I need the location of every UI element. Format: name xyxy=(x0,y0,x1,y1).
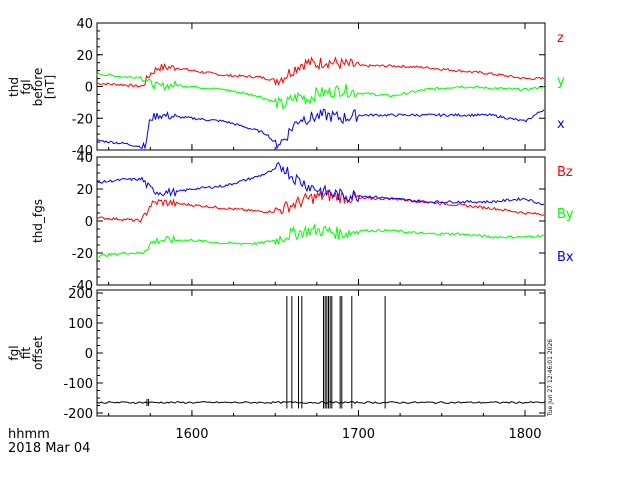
timestamp-label: Tue Jun 27 12:46:01 2026 xyxy=(547,339,554,417)
panel-1-ytick-label: -40 xyxy=(72,144,93,159)
panel-3-frame xyxy=(96,289,546,417)
panel-1-ylabel: before xyxy=(31,68,45,107)
legend-y: y xyxy=(557,74,565,89)
panel-3-ytick-label: -200 xyxy=(63,407,93,422)
legend-by: By xyxy=(557,207,574,222)
series-x-line xyxy=(96,108,545,150)
panel-3-ytick-label: -100 xyxy=(63,377,93,392)
panel-1-ytick-label: 20 xyxy=(76,49,93,64)
panel-1-ylabel: fgl xyxy=(19,79,33,94)
panel-2-ytick-label: 0 xyxy=(85,215,93,230)
series-by-line xyxy=(96,223,545,258)
footer-date: 2018 Mar 04 xyxy=(8,441,90,456)
panel-1-ylabel: thd xyxy=(7,77,21,97)
xtick-label: 1600 xyxy=(175,427,208,442)
series-bx-line xyxy=(96,161,545,205)
legend-z: z xyxy=(557,31,564,46)
panel-2-ytick-label: -20 xyxy=(72,247,93,262)
panel-2-ytick-label: 20 xyxy=(76,183,93,198)
panel-3-ytick-label: 200 xyxy=(68,287,93,302)
legend-x: x xyxy=(557,117,565,132)
panel-1-ytick-label: 0 xyxy=(85,81,93,96)
panel-2-frame xyxy=(96,156,546,286)
series-z-line xyxy=(97,56,545,88)
offset-baseline-line xyxy=(96,401,546,404)
panel-3-ytick-label: 0 xyxy=(85,347,93,362)
panel-2-ylabel: thd_fgs xyxy=(31,199,45,243)
xtick-label: 1800 xyxy=(508,427,541,442)
panel-2-ytick-label: 40 xyxy=(76,151,93,166)
legend-bz: Bz xyxy=(557,165,573,180)
panel-1-ylabel: [nT] xyxy=(43,75,57,99)
legend-bx: Bx xyxy=(557,250,574,265)
series-bz-line xyxy=(96,189,545,223)
panel-3-ylabel: offset xyxy=(31,336,45,370)
panel-3-ytick-label: 100 xyxy=(68,317,93,332)
panel-3-ylabel: fgl xyxy=(7,345,21,360)
panel-2-ytick-label: -40 xyxy=(72,279,93,294)
panel-3-ylabel: fit xyxy=(19,347,33,360)
xtick-label: 1700 xyxy=(342,427,375,442)
series-y-line xyxy=(96,72,545,110)
panel-1-ytick-label: -20 xyxy=(72,112,93,127)
panel-1-ytick-label: 40 xyxy=(76,17,93,32)
footer-time-format: hhmm xyxy=(8,427,50,442)
